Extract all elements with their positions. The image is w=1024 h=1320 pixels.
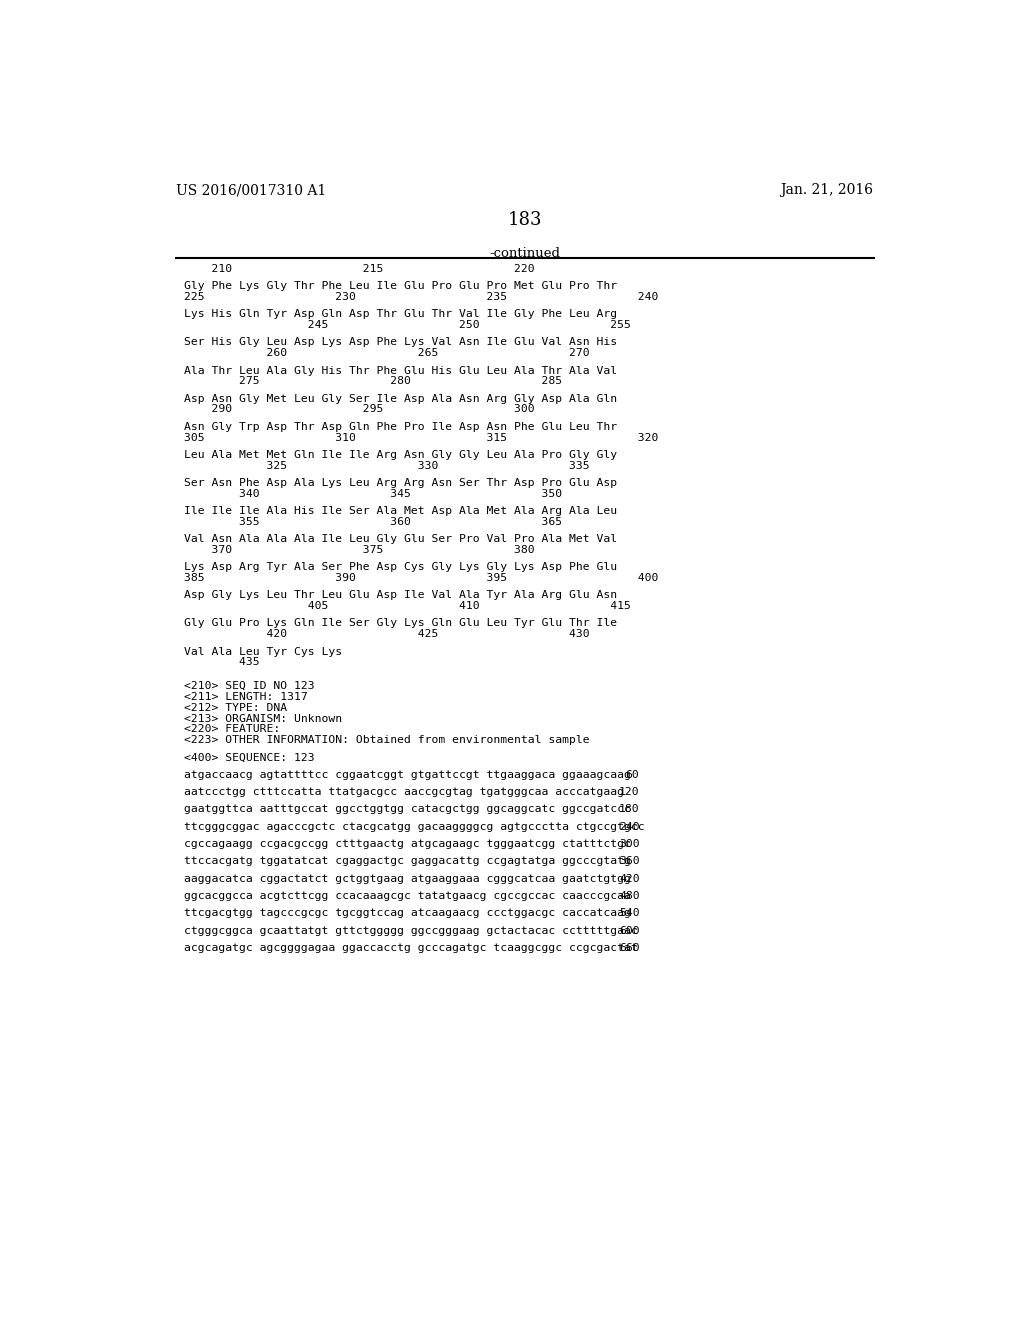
Text: Val Asn Ala Ala Ala Ile Leu Gly Glu Ser Pro Val Pro Ala Met Val: Val Asn Ala Ala Ala Ile Leu Gly Glu Ser … [183, 535, 616, 544]
Text: 180: 180 [618, 804, 640, 814]
Text: aaggacatca cggactatct gctggtgaag atgaaggaaa cgggcatcaa gaatctgtgg: aaggacatca cggactatct gctggtgaag atgaagg… [183, 874, 631, 883]
Text: gaatggttca aatttgccat ggcctggtgg catacgctgg ggcaggcatc ggccgatccc: gaatggttca aatttgccat ggcctggtgg catacgc… [183, 804, 631, 814]
Text: <211> LENGTH: 1317: <211> LENGTH: 1317 [183, 692, 307, 702]
Text: Ser Asn Phe Asp Ala Lys Leu Arg Arg Asn Ser Thr Asp Pro Glu Asp: Ser Asn Phe Asp Ala Lys Leu Arg Arg Asn … [183, 478, 616, 488]
Text: 540: 540 [618, 908, 640, 919]
Text: 245                   250                   255: 245 250 255 [183, 321, 631, 330]
Text: Ser His Gly Leu Asp Lys Asp Phe Lys Val Asn Ile Glu Val Asn His: Ser His Gly Leu Asp Lys Asp Phe Lys Val … [183, 338, 616, 347]
Text: 183: 183 [508, 211, 542, 228]
Text: aatccctgg ctttccatta ttatgacgcc aaccgcgtag tgatgggcaa acccatgaag: aatccctgg ctttccatta ttatgacgcc aaccgcgt… [183, 787, 624, 797]
Text: Ile Ile Ile Ala His Ile Ser Ala Met Asp Ala Met Ala Arg Ala Leu: Ile Ile Ile Ala His Ile Ser Ala Met Asp … [183, 506, 616, 516]
Text: Asn Gly Trp Asp Thr Asp Gln Phe Pro Ile Asp Asn Phe Glu Leu Thr: Asn Gly Trp Asp Thr Asp Gln Phe Pro Ile … [183, 422, 616, 432]
Text: <223> OTHER INFORMATION: Obtained from environmental sample: <223> OTHER INFORMATION: Obtained from e… [183, 735, 590, 744]
Text: 60: 60 [626, 770, 640, 780]
Text: <212> TYPE: DNA: <212> TYPE: DNA [183, 702, 287, 713]
Text: 660: 660 [618, 942, 640, 953]
Text: 210                   215                   220: 210 215 220 [183, 264, 535, 273]
Text: ctgggcggca gcaattatgt gttctggggg ggccgggaag gctactacac cctttttgaac: ctgggcggca gcaattatgt gttctggggg ggccggg… [183, 925, 638, 936]
Text: Ala Thr Leu Ala Gly His Thr Phe Glu His Glu Leu Ala Thr Ala Val: Ala Thr Leu Ala Gly His Thr Phe Glu His … [183, 366, 616, 375]
Text: <213> ORGANISM: Unknown: <213> ORGANISM: Unknown [183, 714, 342, 723]
Text: ttcgggcggac agacccgctc ctacgcatgg gacaaggggcg agtgccctta ctgccgtgcc: ttcgggcggac agacccgctc ctacgcatgg gacaag… [183, 822, 644, 832]
Text: 385                   390                   395                   400: 385 390 395 400 [183, 573, 658, 583]
Text: acgcagatgc agcggggagaa ggaccacctg gcccagatgc tcaaggcggc ccgcgactat: acgcagatgc agcggggagaa ggaccacctg gcccag… [183, 942, 638, 953]
Text: 300: 300 [618, 840, 640, 849]
Text: ttccacgatg tggatatcat cgaggactgc gaggacattg ccgagtatga ggcccgtatg: ttccacgatg tggatatcat cgaggactgc gaggaca… [183, 857, 631, 866]
Text: 420                   425                   430: 420 425 430 [183, 630, 590, 639]
Text: 600: 600 [618, 925, 640, 936]
Text: <400> SEQUENCE: 123: <400> SEQUENCE: 123 [183, 752, 314, 763]
Text: 355                   360                   365: 355 360 365 [183, 517, 562, 527]
Text: 240: 240 [618, 822, 640, 832]
Text: Leu Ala Met Met Gln Ile Ile Arg Asn Gly Gly Leu Ala Pro Gly Gly: Leu Ala Met Met Gln Ile Ile Arg Asn Gly … [183, 450, 616, 459]
Text: 405                   410                   415: 405 410 415 [183, 601, 631, 611]
Text: 370                   375                   380: 370 375 380 [183, 545, 535, 554]
Text: 290                   295                   300: 290 295 300 [183, 404, 535, 414]
Text: US 2016/0017310 A1: US 2016/0017310 A1 [176, 183, 327, 197]
Text: Gly Glu Pro Lys Gln Ile Ser Gly Lys Gln Glu Leu Tyr Glu Thr Ile: Gly Glu Pro Lys Gln Ile Ser Gly Lys Gln … [183, 619, 616, 628]
Text: 420: 420 [618, 874, 640, 883]
Text: 435: 435 [183, 657, 259, 668]
Text: cgccagaagg ccgacgccgg ctttgaactg atgcagaagc tgggaatcgg ctatttctgc: cgccagaagg ccgacgccgg ctttgaactg atgcaga… [183, 840, 631, 849]
Text: 260                   265                   270: 260 265 270 [183, 348, 590, 358]
Text: <210> SEQ ID NO 123: <210> SEQ ID NO 123 [183, 681, 314, 692]
Text: Asp Gly Lys Leu Thr Leu Glu Asp Ile Val Ala Tyr Ala Arg Glu Asn: Asp Gly Lys Leu Thr Leu Glu Asp Ile Val … [183, 590, 616, 601]
Text: 480: 480 [618, 891, 640, 902]
Text: atgaccaacg agtattttcc cggaatcggt gtgattccgt ttgaaggaca ggaaagcaag: atgaccaacg agtattttcc cggaatcggt gtgattc… [183, 770, 631, 780]
Text: Asp Asn Gly Met Leu Gly Ser Ile Asp Ala Asn Arg Gly Asp Ala Gln: Asp Asn Gly Met Leu Gly Ser Ile Asp Ala … [183, 393, 616, 404]
Text: 120: 120 [618, 787, 640, 797]
Text: 325                   330                   335: 325 330 335 [183, 461, 590, 471]
Text: 305                   310                   315                   320: 305 310 315 320 [183, 433, 658, 442]
Text: 360: 360 [618, 857, 640, 866]
Text: Lys Asp Arg Tyr Ala Ser Phe Asp Cys Gly Lys Gly Lys Asp Phe Glu: Lys Asp Arg Tyr Ala Ser Phe Asp Cys Gly … [183, 562, 616, 573]
Text: ggcacggcca acgtcttcgg ccacaaagcgc tatatgaacg cgccgccac caacccgcaa: ggcacggcca acgtcttcgg ccacaaagcgc tatatg… [183, 891, 631, 902]
Text: Lys His Gln Tyr Asp Gln Asp Thr Glu Thr Val Ile Gly Phe Leu Arg: Lys His Gln Tyr Asp Gln Asp Thr Glu Thr … [183, 309, 616, 319]
Text: Val Ala Leu Tyr Cys Lys: Val Ala Leu Tyr Cys Lys [183, 647, 342, 656]
Text: -continued: -continued [489, 247, 560, 260]
Text: Jan. 21, 2016: Jan. 21, 2016 [780, 183, 873, 197]
Text: 225                   230                   235                   240: 225 230 235 240 [183, 292, 658, 302]
Text: Gly Phe Lys Gly Thr Phe Leu Ile Glu Pro Glu Pro Met Glu Pro Thr: Gly Phe Lys Gly Thr Phe Leu Ile Glu Pro … [183, 281, 616, 292]
Text: <220> FEATURE:: <220> FEATURE: [183, 725, 280, 734]
Text: 340                   345                   350: 340 345 350 [183, 488, 562, 499]
Text: ttcgacgtgg tagcccgcgc tgcggtccag atcaagaacg ccctggacgc caccatcaag: ttcgacgtgg tagcccgcgc tgcggtccag atcaaga… [183, 908, 631, 919]
Text: 275                   280                   285: 275 280 285 [183, 376, 562, 387]
